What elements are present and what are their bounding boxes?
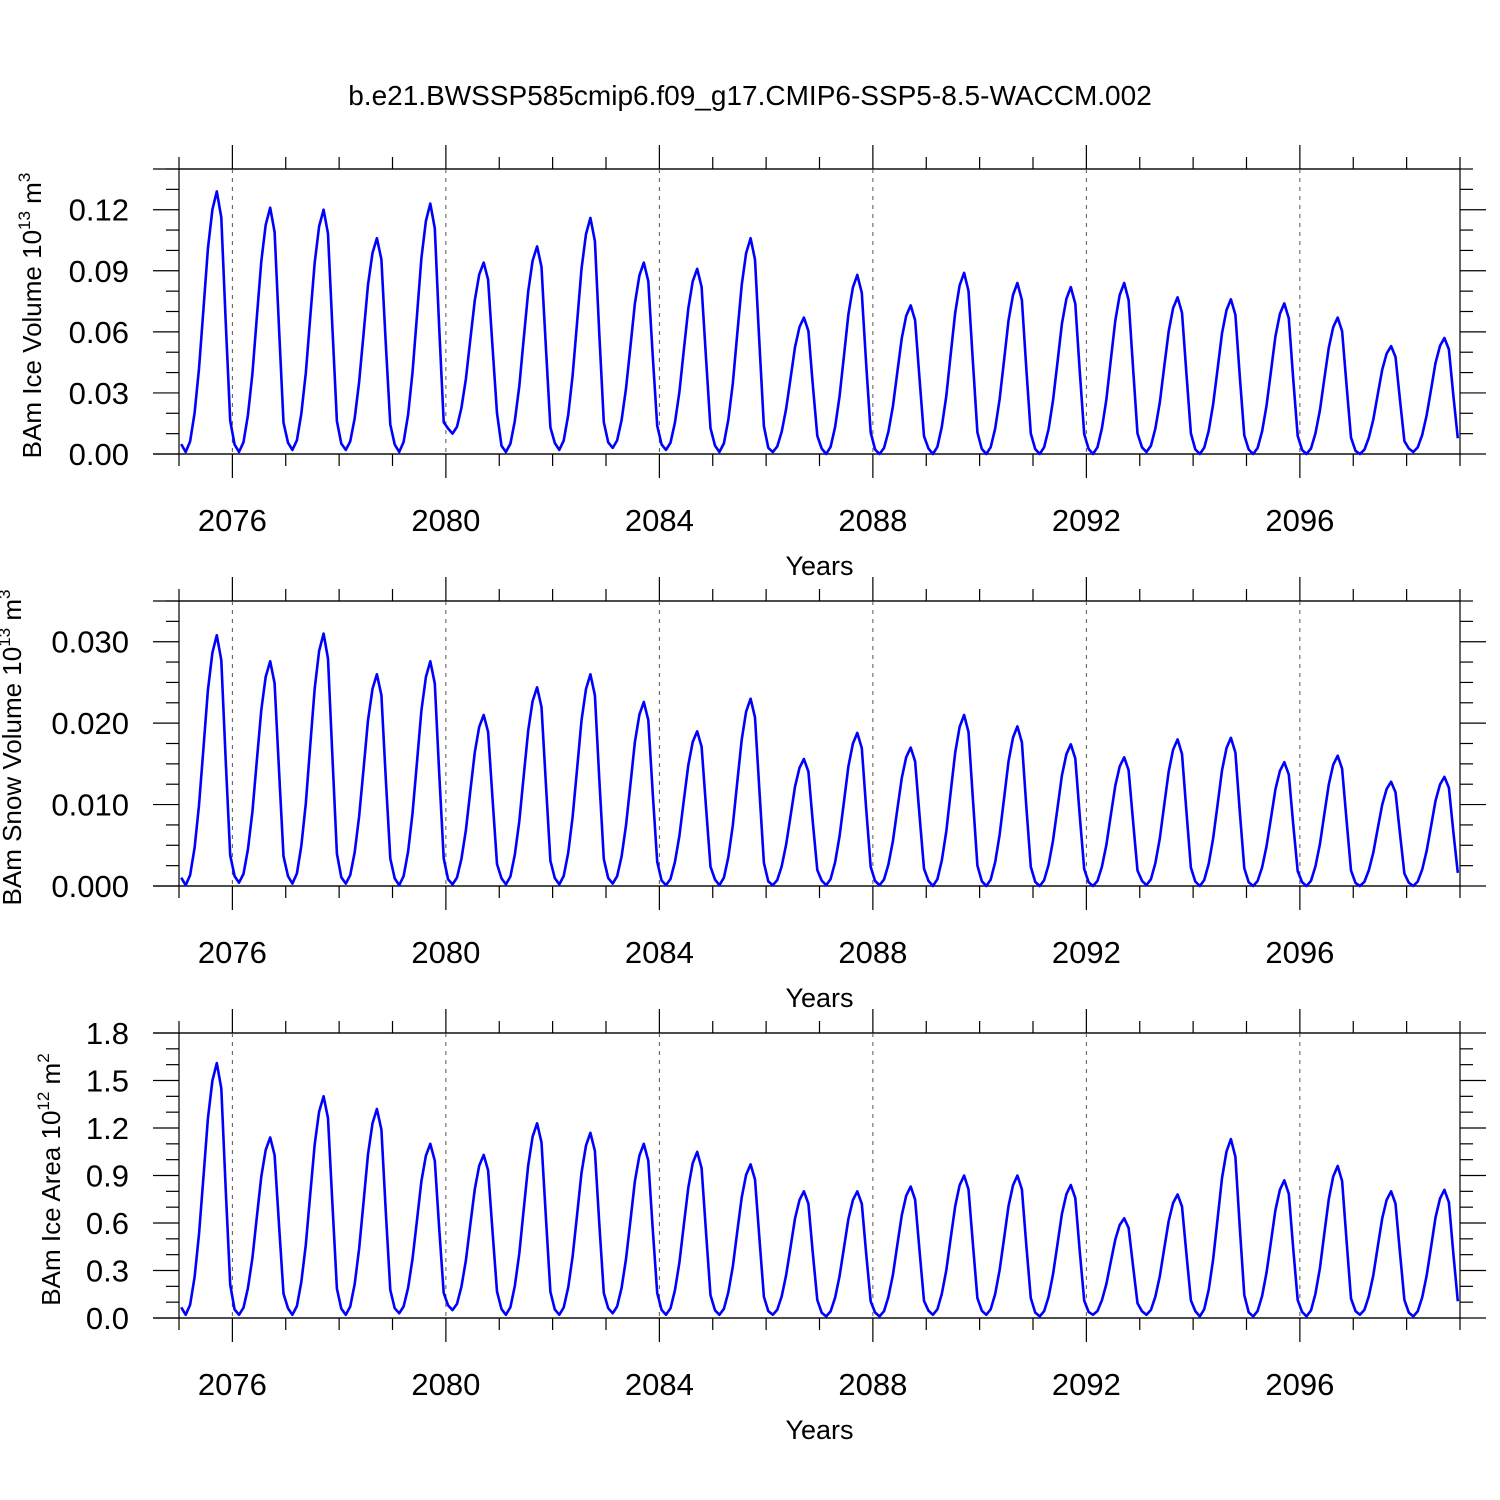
y-tick-label: 0.09 bbox=[69, 254, 129, 289]
y-axis-label: BAm Snow Volume 1013 m3 bbox=[0, 590, 27, 906]
series-line bbox=[180, 1061, 1460, 1318]
x-tick-label: 2076 bbox=[198, 935, 267, 970]
y-tick-label: 0.9 bbox=[86, 1159, 129, 1194]
y-tick-label: 0.03 bbox=[69, 376, 129, 411]
ice-volume-panel: 2076 2080 2084 2088 2092 2096 0.00 0.03 0.06 0.09… bbox=[15, 145, 1486, 581]
x-tick-label: 2088 bbox=[838, 935, 907, 970]
figure-title: b.e21.BWSSP585cmip6.f09_g17.CMIP6-SSP5-8… bbox=[348, 80, 1152, 111]
y-tick-label: 0.020 bbox=[51, 706, 129, 741]
x-tick-label: 2080 bbox=[411, 935, 480, 970]
y-tick-label: 0.0 bbox=[86, 1301, 129, 1336]
x-tick-label: 2096 bbox=[1265, 935, 1334, 970]
y-tick-label: 0.010 bbox=[51, 788, 129, 823]
x-axis-label: Years bbox=[785, 551, 853, 581]
x-tick-label: 2084 bbox=[625, 1367, 694, 1402]
plot-frame bbox=[178, 168, 1461, 455]
x-tick-label: 2080 bbox=[411, 1367, 480, 1402]
y-tick-label: 0.030 bbox=[51, 625, 129, 660]
y-axis-label: BAm Ice Area 1012 m2 bbox=[34, 1053, 66, 1305]
x-tick-label: 2096 bbox=[1265, 503, 1334, 538]
y-tick-label: 0.12 bbox=[69, 193, 129, 228]
x-tick-label: 2088 bbox=[838, 1367, 907, 1402]
x-tick-label: 2084 bbox=[625, 935, 694, 970]
series-line bbox=[180, 190, 1460, 456]
x-tick-label: 2088 bbox=[838, 503, 907, 538]
x-tick-label: 2076 bbox=[198, 503, 267, 538]
ice-area-panel: 2076 2080 2084 2088 2092 2096 0.0 0.3 0.6 0.9 1.2 1… bbox=[34, 1009, 1486, 1445]
y-tick-label: 0.00 bbox=[69, 437, 129, 472]
plot-frame bbox=[178, 1032, 1461, 1319]
snow-volume-panel: 2076 2080 2084 2088 2092 2096 0.000 0.010 0.020 0… bbox=[0, 577, 1486, 1013]
x-tick-label: 2080 bbox=[411, 503, 480, 538]
y-tick-label: 0.000 bbox=[51, 869, 129, 904]
x-tick-label: 2092 bbox=[1052, 1367, 1121, 1402]
x-tick-label: 2092 bbox=[1052, 935, 1121, 970]
y-tick-label: 0.06 bbox=[69, 315, 129, 350]
x-axis-label: Years bbox=[785, 983, 853, 1013]
y-axis-label: BAm Ice Volume 1013 m3 bbox=[15, 173, 47, 459]
x-axis-label: Years bbox=[785, 1415, 853, 1445]
x-tick-label: 2096 bbox=[1265, 1367, 1334, 1402]
x-tick-label: 2092 bbox=[1052, 503, 1121, 538]
series-line bbox=[180, 632, 1460, 888]
y-tick-label: 0.3 bbox=[86, 1254, 129, 1289]
y-tick-label: 1.8 bbox=[86, 1016, 129, 1051]
x-tick-label: 2076 bbox=[198, 1367, 267, 1402]
y-tick-label: 1.5 bbox=[86, 1064, 129, 1099]
y-tick-label: 1.2 bbox=[86, 1111, 129, 1146]
y-tick-label: 0.6 bbox=[86, 1206, 129, 1241]
x-tick-label: 2084 bbox=[625, 503, 694, 538]
